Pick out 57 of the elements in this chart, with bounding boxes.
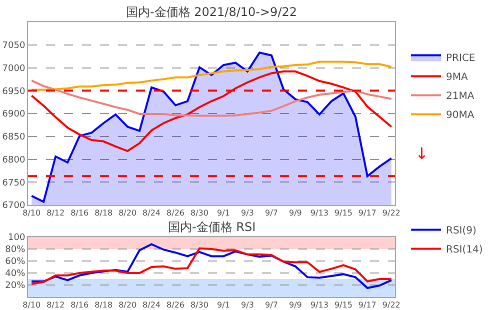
y-tick-label: 60% bbox=[5, 257, 26, 268]
y-tick-label: 6950 bbox=[2, 86, 26, 97]
chart-title: 国内-金価格 2021/8/10->9/22 bbox=[126, 5, 298, 19]
x-tick-label: 9/17 bbox=[358, 300, 376, 310]
line-series bbox=[30, 70, 392, 152]
y-tick-label: 6700 bbox=[2, 201, 26, 212]
x-tick-label: 8/26 bbox=[166, 300, 185, 310]
y-tick-label: 6850 bbox=[2, 132, 26, 143]
x-tick-label: 8/12 bbox=[46, 300, 65, 310]
y-tick-label: 6750 bbox=[2, 178, 26, 188]
y-tick-label: 6900 bbox=[2, 110, 26, 120]
x-tick-label: 8/24 bbox=[142, 300, 161, 310]
y-tick-label: 40% bbox=[5, 269, 26, 280]
x-tick-label: 9/9 bbox=[289, 208, 302, 218]
x-tick-label: 8/26 bbox=[166, 208, 185, 218]
x-tick-label: 9/22 bbox=[382, 208, 400, 218]
y-tick-label: 6800 bbox=[2, 155, 26, 166]
x-tick-label: 8/18 bbox=[94, 208, 113, 218]
x-tick-label: 9/1 bbox=[217, 300, 230, 310]
x-tick-label: 8/10 bbox=[22, 300, 41, 310]
x-tick-label: 8/30 bbox=[190, 208, 208, 218]
text: ↓ bbox=[415, 144, 428, 163]
legend-label: 21MA bbox=[446, 91, 474, 102]
x-tick-label: 9/9 bbox=[289, 300, 302, 310]
x-tick-label: 8/30 bbox=[190, 300, 208, 310]
y-tick-label: 20% bbox=[5, 281, 26, 292]
y-tick-label: 7000 bbox=[2, 64, 26, 74]
x-tick-label: 8/24 bbox=[142, 208, 161, 218]
y-tick-label: 100 bbox=[8, 233, 26, 244]
y-tick-label: 80% bbox=[5, 245, 26, 256]
x-tick-label: 9/17 bbox=[358, 208, 376, 218]
x-tick-label: 9/13 bbox=[310, 300, 328, 310]
legend-label: 90MA bbox=[446, 110, 474, 122]
x-tick-label: 9/22 bbox=[382, 300, 400, 310]
x-tick-label: 8/18 bbox=[94, 300, 113, 310]
legend-label: PRICE bbox=[446, 53, 476, 64]
x-tick-label: 8/10 bbox=[22, 208, 41, 218]
x-tick-label: 9/1 bbox=[217, 208, 230, 218]
x-tick-label: 8/16 bbox=[70, 208, 89, 218]
x-tick-label: 9/15 bbox=[334, 300, 352, 310]
y-tick-label: 7050 bbox=[2, 41, 26, 52]
chart-title: 国内-金価格 RSI bbox=[168, 220, 256, 234]
legend-label: 9MA bbox=[446, 72, 468, 84]
x-tick-label: 8/20 bbox=[118, 300, 137, 310]
x-tick-label: 8/16 bbox=[70, 300, 89, 310]
x-tick-label: 8/20 bbox=[118, 208, 137, 218]
x-tick-label: 9/7 bbox=[265, 208, 278, 218]
line-series bbox=[30, 60, 392, 91]
x-tick-label: 9/7 bbox=[265, 300, 278, 310]
x-tick-label: 9/3 bbox=[241, 300, 254, 310]
x-tick-label: 9/15 bbox=[334, 208, 352, 218]
legend-label: RSI(9) bbox=[446, 226, 477, 237]
x-tick-label: 8/12 bbox=[46, 208, 65, 218]
legend-label: RSI(14) bbox=[446, 244, 483, 256]
line-series bbox=[30, 80, 392, 117]
x-tick-label: 9/13 bbox=[310, 208, 328, 218]
x-tick-label: 9/3 bbox=[241, 208, 254, 218]
